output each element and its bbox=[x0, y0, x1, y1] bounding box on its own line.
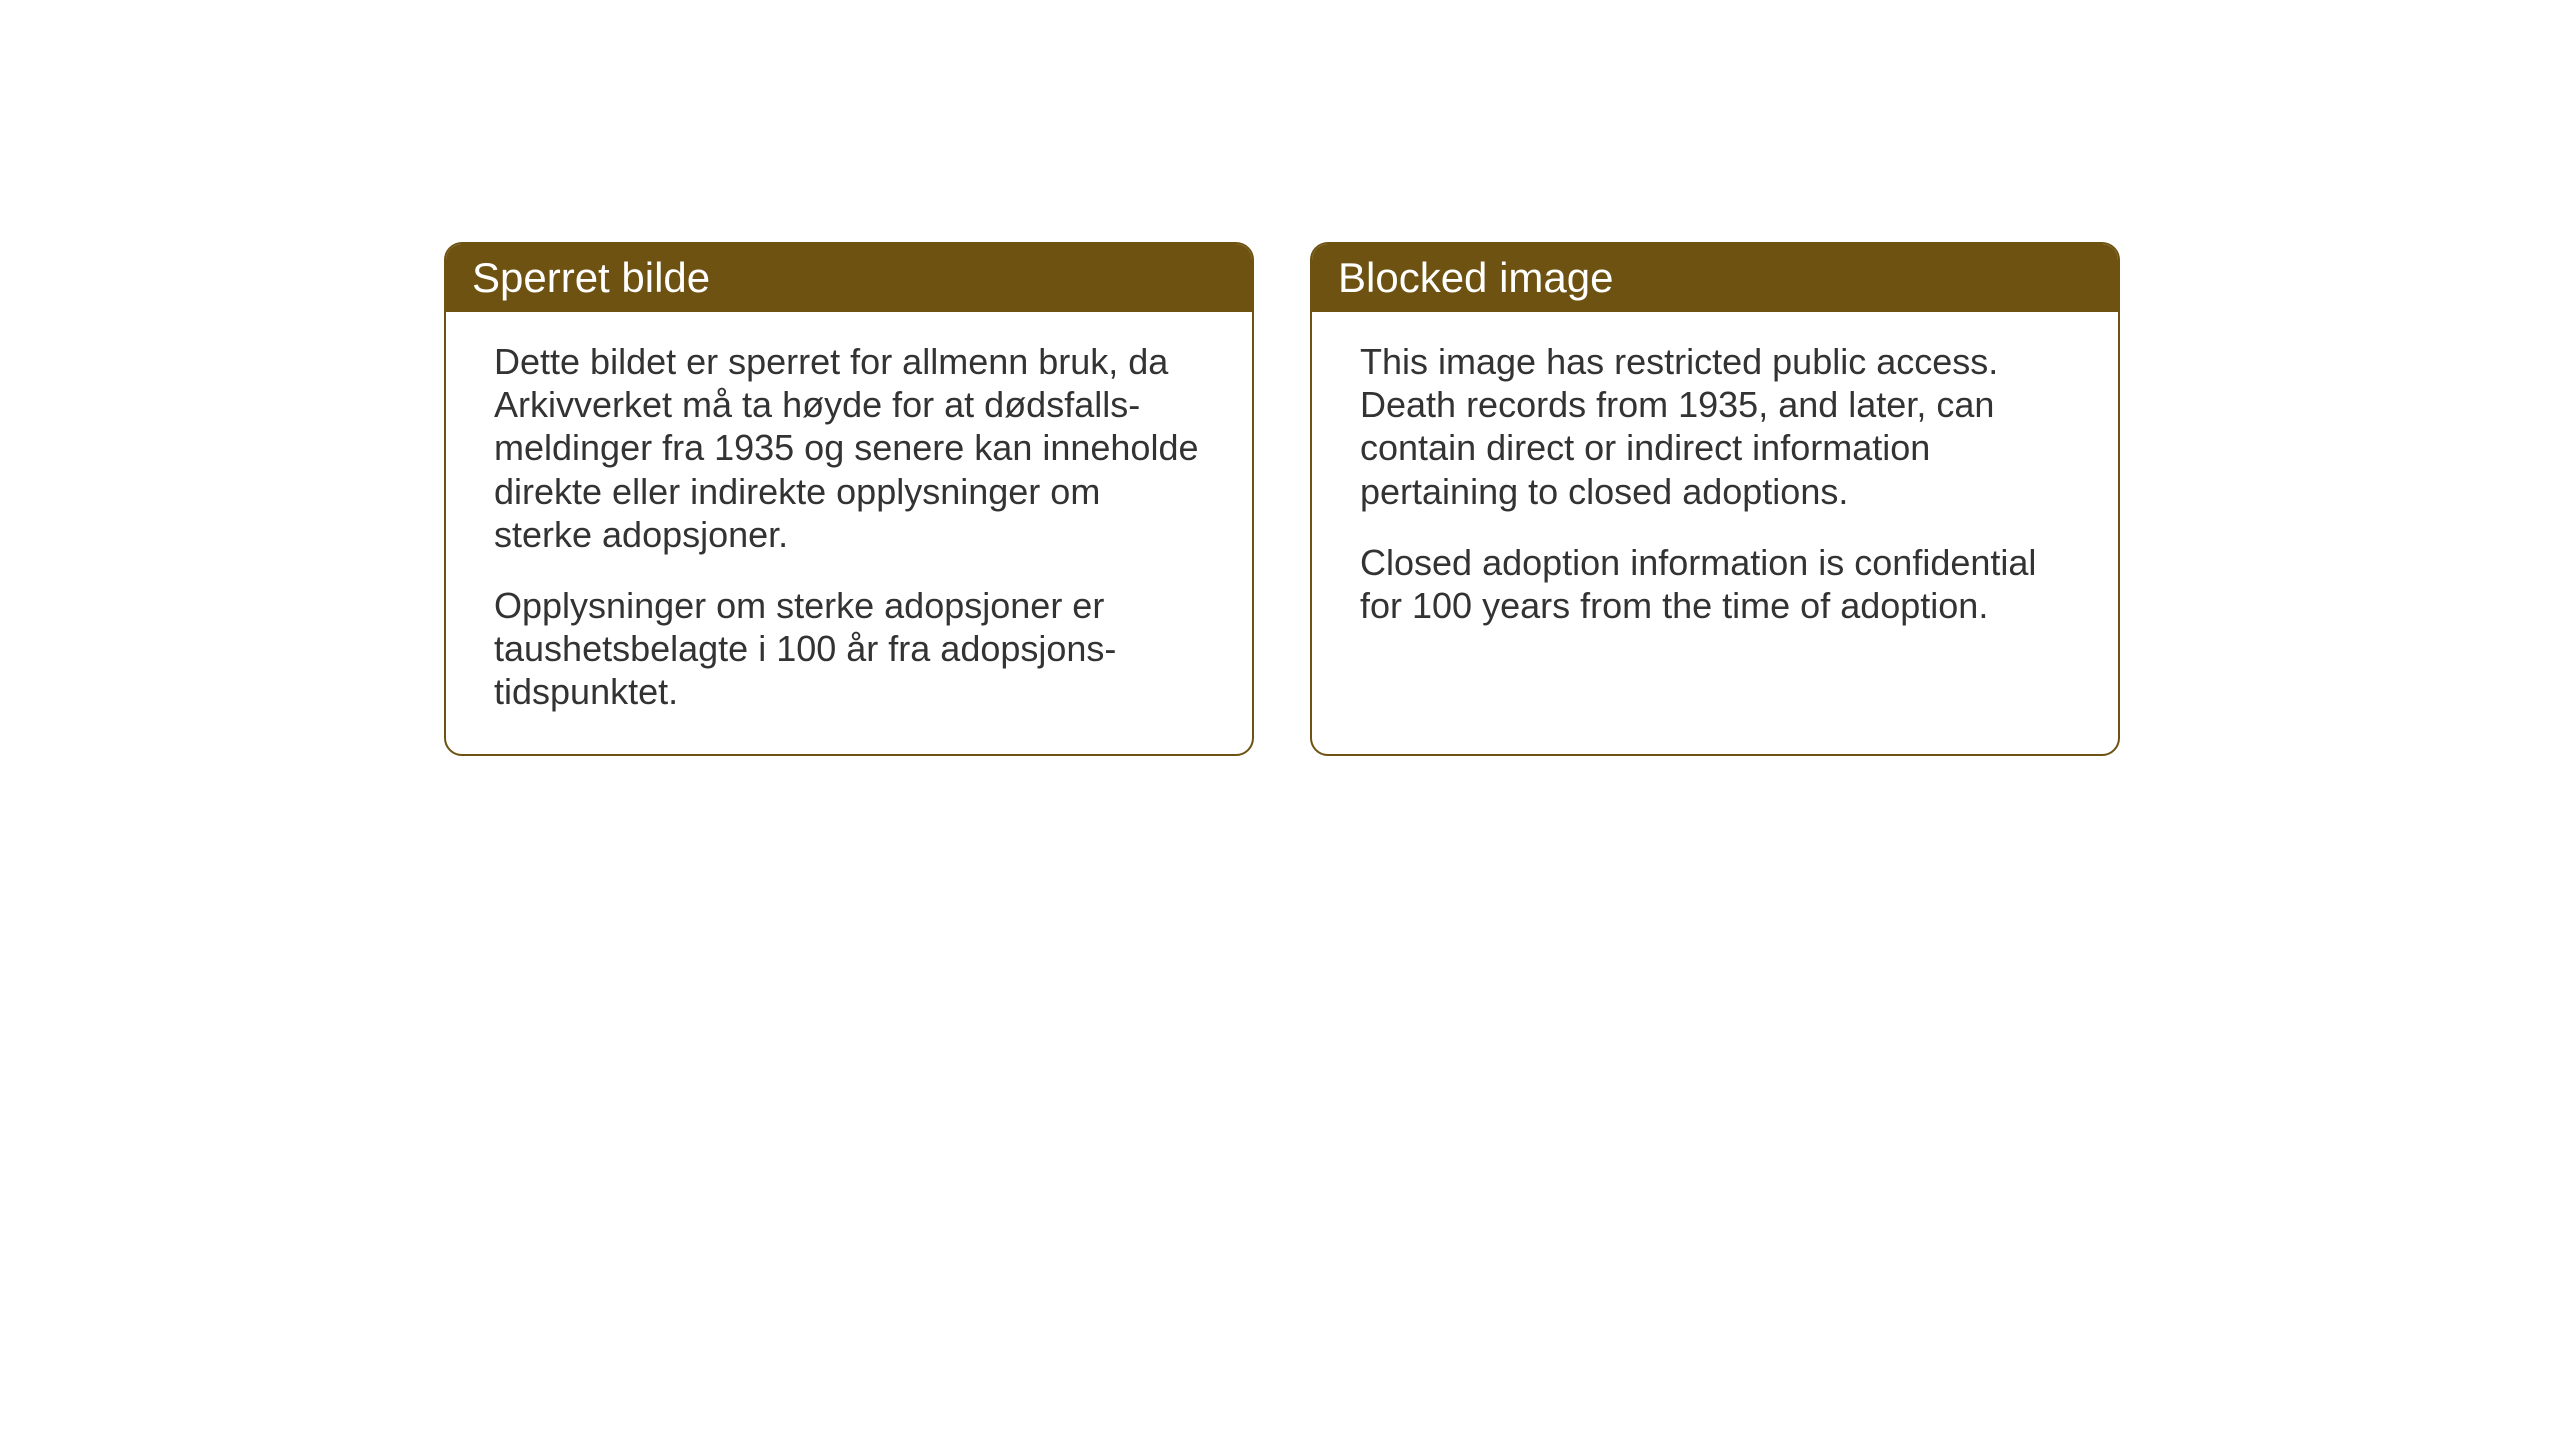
norwegian-paragraph-1: Dette bildet er sperret for allmenn bruk… bbox=[494, 340, 1204, 556]
english-paragraph-1: This image has restricted public access.… bbox=[1360, 340, 2070, 513]
norwegian-paragraph-2: Opplysninger om sterke adopsjoner er tau… bbox=[494, 584, 1204, 714]
norwegian-notice-card: Sperret bilde Dette bildet er sperret fo… bbox=[444, 242, 1254, 756]
english-notice-card: Blocked image This image has restricted … bbox=[1310, 242, 2120, 756]
english-card-body: This image has restricted public access.… bbox=[1312, 312, 2118, 752]
english-card-header: Blocked image bbox=[1312, 244, 2118, 312]
english-card-title: Blocked image bbox=[1338, 254, 1613, 301]
notice-cards-container: Sperret bilde Dette bildet er sperret fo… bbox=[444, 242, 2120, 756]
english-paragraph-2: Closed adoption information is confident… bbox=[1360, 541, 2070, 627]
norwegian-card-title: Sperret bilde bbox=[472, 254, 710, 301]
norwegian-card-header: Sperret bilde bbox=[446, 244, 1252, 312]
norwegian-card-body: Dette bildet er sperret for allmenn bruk… bbox=[446, 312, 1252, 754]
